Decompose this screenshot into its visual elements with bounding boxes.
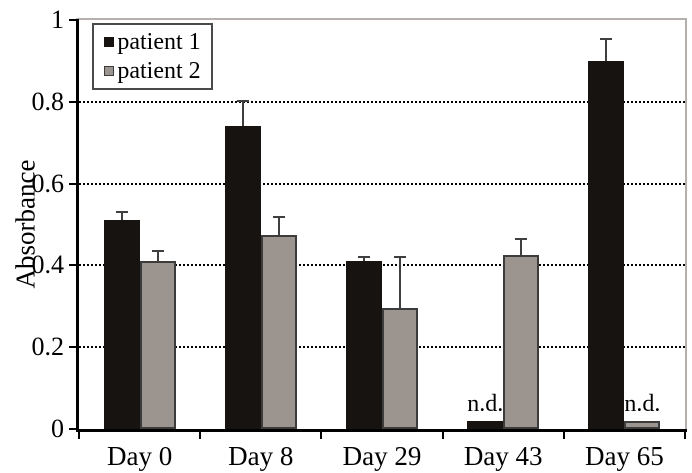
patient-2-bar-day-0-error-bar xyxy=(156,251,159,261)
patient-2-bar-day-8-error-bar xyxy=(277,217,280,235)
x-label-day-65: Day 65 xyxy=(585,441,664,471)
patient-1-bar-day-29-error-bar xyxy=(363,257,365,261)
x-tick-5 xyxy=(684,432,686,439)
legend-label-patient-1: patient 1 xyxy=(117,28,201,55)
x-tick-4 xyxy=(562,432,565,439)
x-axis-line xyxy=(76,429,687,432)
legend-label-patient-2: patient 2 xyxy=(117,58,201,85)
y-tick-label-0: 0 xyxy=(51,414,64,443)
patient-1-bar-day-8-error-cap xyxy=(236,100,249,102)
patient-1-bar-day-29-error-cap xyxy=(358,256,370,258)
patient-2-bar-day-65-nd-label: n.d. xyxy=(624,391,661,417)
patient-1-bar-day-65-error-bar xyxy=(605,39,608,61)
x-tick-1 xyxy=(199,432,202,439)
x-tick-0 xyxy=(78,432,80,439)
gridline-0.4 xyxy=(79,264,685,267)
patient-1-bar-day-0 xyxy=(103,220,140,429)
patient-2-bar-day-8 xyxy=(260,235,297,429)
patient-2-bar-day-43-error-cap xyxy=(515,238,528,240)
patient-1-bar-day-65 xyxy=(588,61,625,429)
x-label-day-0: Day 0 xyxy=(106,441,173,471)
x-tick-2 xyxy=(320,432,323,439)
plot-frame-right xyxy=(685,18,687,432)
y-tick-label-1: 1 xyxy=(51,5,64,34)
patient-2-swatch-icon xyxy=(104,66,115,77)
y-tick-0.4 xyxy=(69,264,77,267)
plot-frame-top xyxy=(76,18,687,20)
patient-1-swatch-icon xyxy=(104,36,115,47)
legend-item-patient-1: patient 1 xyxy=(94,29,211,55)
patient-2-bar-day-43 xyxy=(503,255,540,429)
legend: patient 1 patient 2 xyxy=(92,23,213,90)
patient-2-bar-day-8-error-cap xyxy=(272,216,285,218)
gridline-0.6 xyxy=(79,182,685,185)
legend-item-patient-2: patient 2 xyxy=(94,58,211,84)
patient-2-bar-day-0-error-cap xyxy=(151,250,164,252)
gridline-0.8 xyxy=(79,100,685,103)
x-label-day-43: Day 43 xyxy=(463,441,543,471)
patient-1-bar-day-8-error-bar xyxy=(241,101,244,126)
patient-2-bar-day-0 xyxy=(139,261,176,429)
y-tick-label-0.8: 0.8 xyxy=(31,86,65,116)
y-axis-line xyxy=(76,19,79,432)
y-tick-1 xyxy=(69,19,77,21)
patient-1-bar-day-0-error-bar xyxy=(120,212,123,220)
patient-2-bar-day-29-error-bar xyxy=(399,257,401,308)
y-tick-label-0.6: 0.6 xyxy=(31,168,65,198)
patient-1-bar-day-29 xyxy=(346,261,382,429)
y-tick-0.8 xyxy=(69,100,77,103)
patient-2-bar-day-29 xyxy=(382,308,418,429)
patient-1-bar-day-43 xyxy=(467,421,504,429)
patient-1-bar-day-65-error-cap xyxy=(600,38,613,40)
y-tick-0 xyxy=(69,428,77,430)
y-tick-0.6 xyxy=(69,182,77,185)
patient-1-bar-day-43-nd-label: n.d. xyxy=(467,391,504,417)
patient-2-bar-day-65 xyxy=(624,421,661,429)
patient-1-bar-day-0-error-cap xyxy=(115,211,128,213)
y-tick-0.2 xyxy=(69,346,77,349)
x-tick-3 xyxy=(441,432,444,439)
patient-1-bar-day-8 xyxy=(224,126,261,429)
patient-2-bar-day-43-error-bar xyxy=(520,239,523,255)
patient-2-bar-day-29-error-cap xyxy=(394,256,406,258)
x-label-day-29: Day 29 xyxy=(342,441,422,471)
x-label-day-8: Day 8 xyxy=(228,441,294,471)
y-tick-label-0.4: 0.4 xyxy=(31,250,65,280)
y-tick-label-0.2: 0.2 xyxy=(31,332,65,362)
